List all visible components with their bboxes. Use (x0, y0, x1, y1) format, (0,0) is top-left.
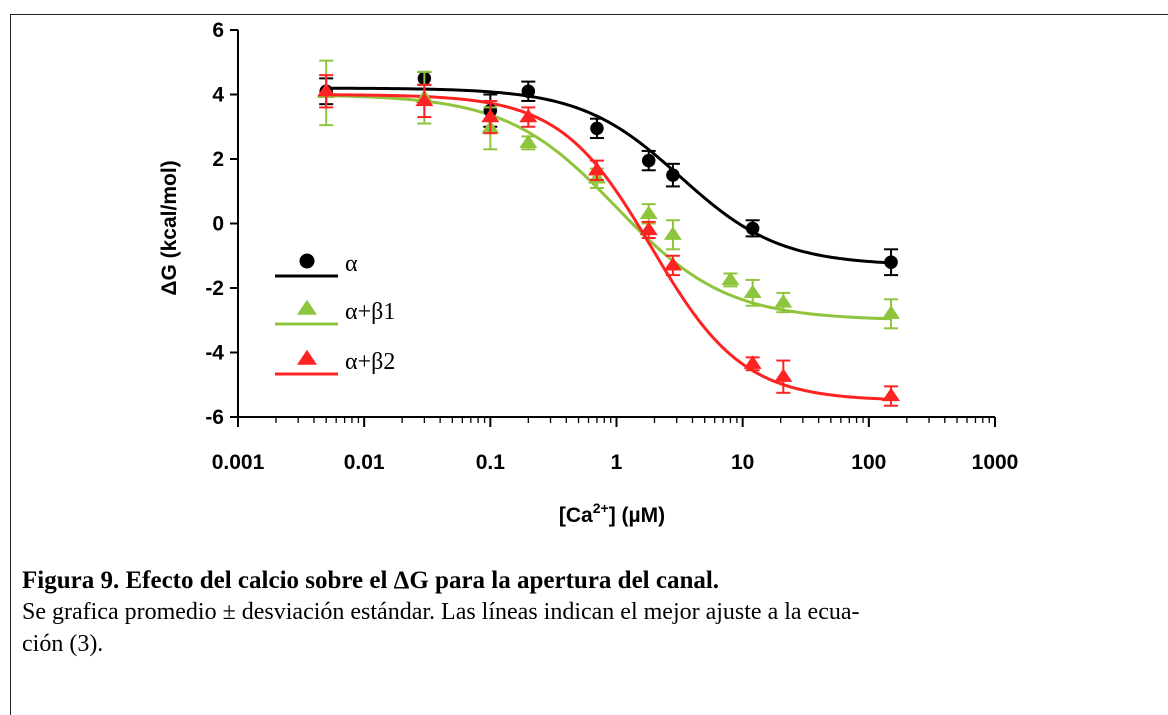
data-point (639, 205, 658, 219)
data-point (743, 355, 762, 369)
x-tick-label: 0.1 (476, 451, 506, 474)
y-axis-title: ΔG (kcal/mol) (158, 160, 181, 295)
data-point (317, 82, 336, 97)
x-tick-label: 1000 (972, 451, 1019, 474)
y-tick-label: 0 (212, 213, 224, 236)
data-points (317, 59, 901, 407)
x-tick-label: 1 (611, 451, 623, 474)
y-tick-label: -4 (205, 342, 224, 365)
data-point (521, 84, 536, 99)
y-tick-label: -6 (205, 406, 224, 429)
data-point (721, 271, 740, 286)
x-tick-label: 10 (731, 451, 754, 474)
data-point (590, 121, 604, 136)
data-point (884, 255, 898, 269)
fit-curve (326, 86, 892, 265)
x-tick-label: 0.01 (344, 451, 385, 474)
fit-curve (326, 93, 892, 401)
figure-frame (10, 14, 1168, 715)
caption-title: Figura 9. Efecto del calcio sobre el ΔG … (22, 567, 720, 594)
legend-label: α+β2 (345, 349, 395, 375)
data-point (663, 226, 682, 240)
caption-line-1: Se grafica promedio ± desviación estánda… (22, 599, 860, 625)
data-point (415, 92, 434, 107)
data-point (519, 134, 538, 149)
x-tick-label: 0.001 (212, 451, 265, 474)
caption-line-2: ción (3). (22, 631, 104, 657)
legend-marker (297, 299, 317, 315)
data-point (774, 294, 793, 308)
data-point (882, 387, 901, 402)
legend-label: α (345, 251, 358, 277)
axes: 6 4 2 0 -2 -4 -6 0.001 0.01 0.1 1 10 100 1000 (205, 19, 1018, 474)
y-tick-label: 6 (212, 19, 224, 42)
x-axis-title: [Ca2+] (µM) (559, 500, 665, 527)
data-point (882, 305, 901, 319)
y-tick-label: 2 (212, 148, 224, 171)
legend-label: α+β1 (345, 299, 395, 325)
data-point (743, 284, 762, 298)
y-tick-label: 4 (212, 84, 224, 107)
fit-curve (326, 94, 892, 321)
data-point (745, 221, 760, 236)
data-point (774, 368, 793, 382)
data-point (519, 108, 538, 123)
data-point (663, 257, 682, 271)
data-point (587, 161, 606, 176)
figure-caption: Figura 9. Efecto del calcio sobre el ΔG … (22, 566, 1162, 660)
y-tick-label: -2 (205, 277, 224, 300)
data-point (481, 108, 500, 123)
x-tick-label: 100 (851, 451, 886, 474)
legend-marker (297, 349, 317, 365)
data-point (641, 153, 656, 168)
fit-curves (326, 86, 892, 401)
data-point (666, 168, 680, 182)
dose-response-chart: 6 4 2 0 -2 -4 -6 0.001 0.01 0.1 1 10 100 1000 α α+β1 α+… (158, 19, 1018, 527)
legend-marker (299, 253, 315, 269)
data-point (639, 221, 658, 236)
legend: α α+β1 α+β2 (275, 251, 395, 376)
